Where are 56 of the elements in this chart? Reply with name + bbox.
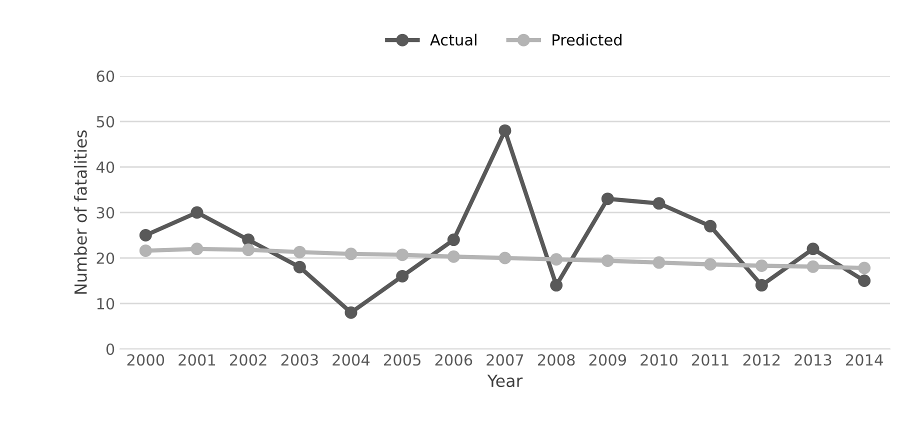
point — [601, 254, 614, 267]
point — [190, 242, 204, 256]
x-tick-label: 2009 — [589, 354, 626, 366]
point — [344, 306, 358, 319]
point — [550, 253, 563, 266]
x-tick-label: 2013 — [794, 354, 832, 366]
point — [498, 124, 512, 137]
point — [447, 250, 460, 263]
point — [139, 244, 152, 257]
point — [396, 248, 409, 262]
point — [447, 234, 460, 246]
point — [242, 244, 255, 256]
legend-label: Predicted — [552, 34, 622, 46]
point — [704, 220, 717, 232]
y-tick-label: 10 — [97, 298, 114, 310]
x-tick-label: 2007 — [486, 354, 524, 366]
y-tick-label: 0 — [106, 343, 114, 356]
point — [806, 242, 820, 256]
point — [704, 258, 717, 271]
x-tick-label: 2012 — [743, 354, 780, 366]
point — [190, 206, 204, 219]
x-tick-label: 2008 — [538, 354, 575, 366]
y-tick-label: 20 — [96, 252, 114, 264]
point — [806, 260, 820, 273]
point — [498, 252, 512, 264]
point — [755, 259, 768, 272]
x-axis-title: Year — [487, 374, 523, 388]
y-tick-label: 40 — [96, 161, 114, 174]
x-tick-label: 2003 — [281, 354, 318, 366]
legend-label: Actual — [430, 34, 476, 46]
y-tick-label: 50 — [96, 116, 114, 128]
point — [652, 256, 666, 269]
point — [550, 279, 563, 292]
x-tick-label: 2005 — [384, 354, 420, 366]
point — [858, 262, 871, 274]
point — [601, 192, 614, 206]
x-tick-label: 2010 — [640, 354, 678, 366]
point — [242, 234, 255, 246]
point — [139, 229, 152, 242]
y-axis-title: Number of fatalities — [74, 130, 87, 294]
point — [858, 274, 871, 287]
point — [293, 260, 306, 274]
x-tick-label: 2011 — [692, 354, 728, 366]
x-tick-label: 2004 — [332, 354, 370, 366]
x-tick-label: 2014 — [846, 354, 883, 366]
point — [344, 248, 358, 260]
point — [755, 279, 768, 292]
y-tick-label: 60 — [96, 70, 114, 82]
point — [652, 197, 666, 210]
x-tick-label: 2006 — [435, 354, 472, 366]
point — [396, 270, 409, 282]
point — [293, 246, 306, 258]
x-tick-label: 2001 — [178, 354, 216, 366]
y-tick-label: 30 — [96, 206, 114, 219]
x-tick-label: 2000 — [127, 354, 164, 366]
x-tick-label: 2002 — [230, 354, 266, 366]
